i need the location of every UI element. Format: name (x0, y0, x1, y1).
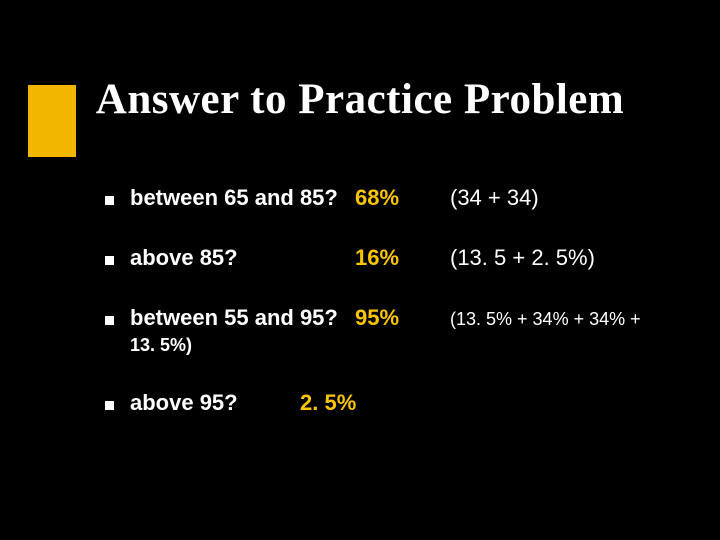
bullet-icon (105, 256, 114, 265)
question-text: above 85? (130, 245, 355, 271)
question-text: above 95? (130, 390, 300, 416)
percent-value: 2. 5% (300, 390, 356, 416)
answer-row: above 95? 2. 5% (105, 390, 680, 416)
percent-value: 68% (355, 185, 450, 211)
question-text: between 55 and 95? (130, 305, 355, 331)
answer-row: between 65 and 85? 68% (34 + 34) (105, 185, 680, 211)
calculation-text: (13. 5% + 34% + 34% + (450, 309, 680, 330)
content-area: between 65 and 85? 68% (34 + 34) above 8… (105, 185, 680, 416)
slide: Answer to Practice Problem between 65 an… (0, 0, 720, 540)
answer-row: above 85? 16% (13. 5 + 2. 5%) (105, 245, 680, 271)
calculation-text: (13. 5 + 2. 5%) (450, 245, 680, 271)
bullet-icon (105, 401, 114, 410)
bullet-icon (105, 196, 114, 205)
percent-value: 95% (355, 305, 450, 331)
calculation-continuation: 13. 5%) (130, 335, 680, 356)
question-text: between 65 and 85? (130, 185, 355, 211)
answer-row: between 55 and 95? 95% (13. 5% + 34% + 3… (105, 305, 680, 331)
calculation-text: (34 + 34) (450, 185, 680, 211)
bullet-icon (105, 316, 114, 325)
slide-title: Answer to Practice Problem (0, 75, 720, 124)
percent-value: 16% (355, 245, 450, 271)
